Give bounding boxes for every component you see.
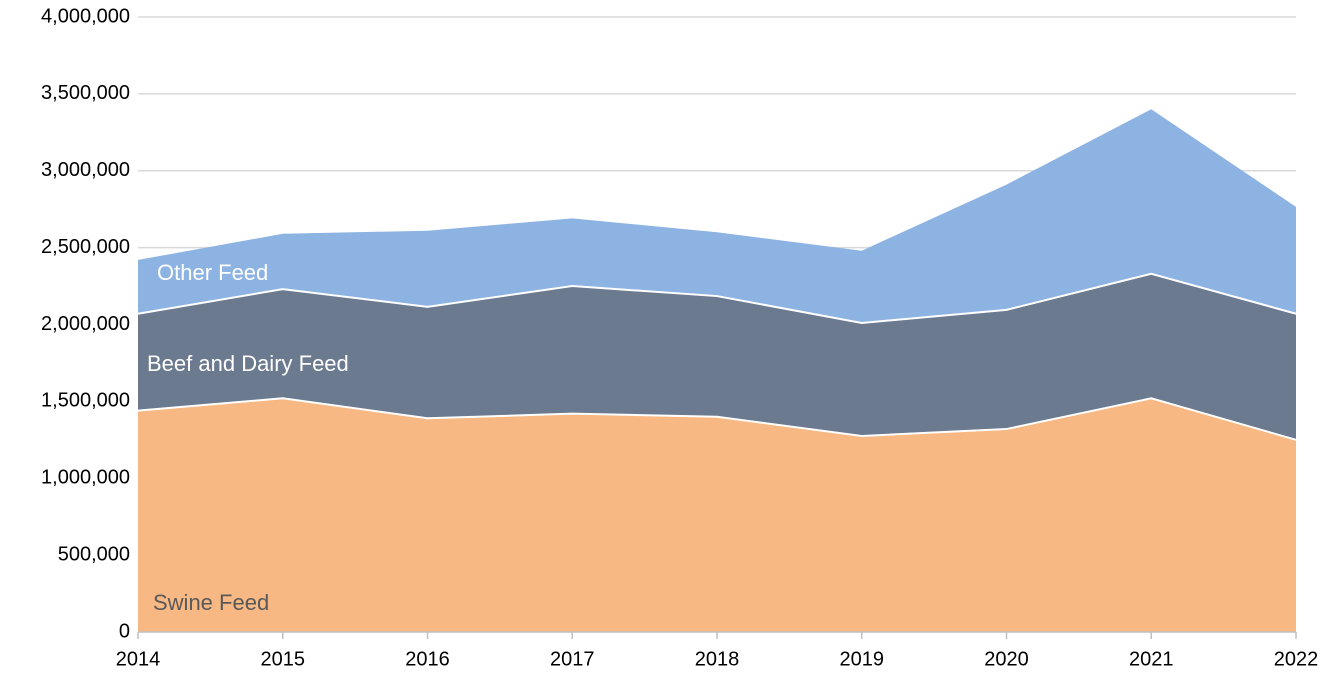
series-label: Beef and Dairy Feed [147,351,349,376]
x-tick-label: 2017 [550,648,595,670]
series-label: Swine Feed [153,590,269,615]
y-tick-label: 4,000,000 [41,5,130,27]
y-tick-label: 1,500,000 [41,390,130,412]
y-tick-label: 2,000,000 [41,313,130,335]
y-tick-label: 500,000 [58,543,130,565]
x-tick-label: 2021 [1129,648,1174,670]
y-tick-label: 2,500,000 [41,236,130,258]
x-tick-label: 2018 [695,648,740,670]
x-tick-label: 2014 [116,648,161,670]
x-tick-label: 2016 [405,648,450,670]
y-tick-label: 1,000,000 [41,467,130,489]
series-label: Other Feed [157,260,268,285]
y-tick-label: 0 [119,620,130,642]
x-tick-label: 2022 [1274,648,1319,670]
x-tick-label: 2015 [261,648,306,670]
x-tick-label: 2020 [984,648,1029,670]
series-edge [137,397,1297,441]
area [138,109,1296,323]
area [138,398,1296,632]
y-tick-label: 3,000,000 [41,159,130,181]
area [138,273,1296,440]
x-tick-label: 2019 [840,648,885,670]
series-edge [137,272,1297,324]
y-tick-label: 3,500,000 [41,82,130,104]
